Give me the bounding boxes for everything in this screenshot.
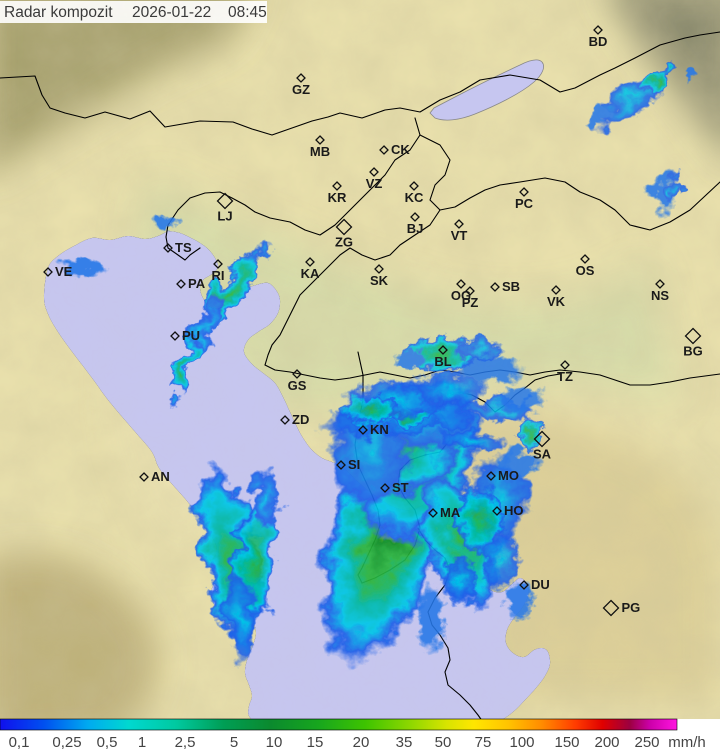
svg-text:VE: VE xyxy=(55,264,73,279)
svg-text:DU: DU xyxy=(531,577,550,592)
svg-text:20: 20 xyxy=(353,734,370,751)
svg-text:0,25: 0,25 xyxy=(52,734,81,751)
svg-text:KR: KR xyxy=(328,190,347,205)
svg-text:0,1: 0,1 xyxy=(9,734,30,751)
svg-text:2026-01-22: 2026-01-22 xyxy=(132,4,211,21)
svg-text:ST: ST xyxy=(392,480,409,495)
svg-text:VT: VT xyxy=(451,228,468,243)
svg-text:08:45: 08:45 xyxy=(228,4,267,21)
svg-text:15: 15 xyxy=(307,734,324,751)
svg-text:50: 50 xyxy=(435,734,452,751)
svg-text:LJ: LJ xyxy=(217,209,232,224)
svg-text:SI: SI xyxy=(348,457,360,472)
svg-text:MB: MB xyxy=(310,144,330,159)
svg-text:250: 250 xyxy=(634,734,659,751)
svg-text:SK: SK xyxy=(370,273,389,288)
svg-text:BL: BL xyxy=(434,354,451,369)
svg-text:ZD: ZD xyxy=(292,412,309,427)
svg-text:GS: GS xyxy=(288,378,307,393)
svg-text:VK: VK xyxy=(547,294,566,309)
svg-text:MO: MO xyxy=(498,468,519,483)
svg-text:KN: KN xyxy=(370,422,389,437)
svg-text:mm/h: mm/h xyxy=(668,734,706,751)
svg-text:SB: SB xyxy=(502,279,520,294)
svg-text:PC: PC xyxy=(515,196,534,211)
svg-text:2,5: 2,5 xyxy=(175,734,196,751)
svg-text:GZ: GZ xyxy=(292,82,310,97)
svg-text:AN: AN xyxy=(151,469,170,484)
svg-text:ZG: ZG xyxy=(335,235,353,250)
svg-text:100: 100 xyxy=(509,734,534,751)
svg-text:RI: RI xyxy=(212,268,225,283)
svg-text:200: 200 xyxy=(594,734,619,751)
svg-text:PA: PA xyxy=(188,276,206,291)
svg-text:HO: HO xyxy=(504,503,524,518)
svg-text:KC: KC xyxy=(405,190,424,205)
svg-text:BD: BD xyxy=(589,34,608,49)
svg-text:0,5: 0,5 xyxy=(97,734,118,751)
svg-text:PG: PG xyxy=(622,600,641,615)
svg-text:75: 75 xyxy=(475,734,492,751)
svg-text:TZ: TZ xyxy=(557,369,573,384)
svg-text:35: 35 xyxy=(396,734,413,751)
svg-text:BJ: BJ xyxy=(407,221,424,236)
svg-text:NS: NS xyxy=(651,288,669,303)
svg-text:PZ: PZ xyxy=(462,295,479,310)
svg-text:BG: BG xyxy=(683,344,703,359)
svg-text:1: 1 xyxy=(138,734,146,751)
svg-text:OS: OS xyxy=(576,263,595,278)
svg-text:5: 5 xyxy=(230,734,238,751)
svg-text:10: 10 xyxy=(266,734,283,751)
svg-text:MA: MA xyxy=(440,505,461,520)
svg-text:PU: PU xyxy=(182,328,200,343)
svg-text:TS: TS xyxy=(175,240,192,255)
svg-text:KA: KA xyxy=(301,266,320,281)
svg-text:SA: SA xyxy=(533,447,552,462)
svg-text:Radar kompozit: Radar kompozit xyxy=(4,4,113,21)
svg-text:CK: CK xyxy=(391,142,410,157)
svg-text:VZ: VZ xyxy=(366,176,383,191)
svg-text:150: 150 xyxy=(554,734,579,751)
